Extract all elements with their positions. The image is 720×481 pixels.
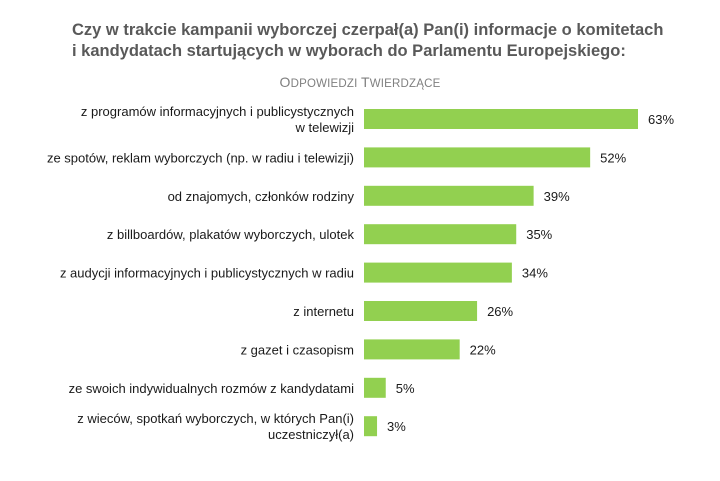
bar bbox=[364, 109, 638, 129]
chart-subtitle: ODPOWIEDZI TWIERDZĄCE bbox=[279, 74, 441, 90]
category-label: z audycji informacyjnych i publicystyczn… bbox=[60, 266, 354, 281]
category-label: uczestniczył(a) bbox=[268, 427, 354, 442]
data-label: 39% bbox=[544, 189, 570, 204]
data-label: 52% bbox=[600, 150, 626, 165]
bar bbox=[364, 262, 512, 283]
data-label: 34% bbox=[522, 266, 548, 281]
category-label: w telewizji bbox=[294, 120, 354, 135]
category-label: ze spotów, reklam wyborczych (np. w radi… bbox=[47, 150, 354, 165]
bar bbox=[364, 339, 460, 360]
bar bbox=[364, 224, 517, 245]
chart-title-line: i kandydatach startujących w wyborach do… bbox=[72, 42, 626, 60]
data-label: 5% bbox=[396, 381, 415, 396]
category-label: ze swoich indywidualnych rozmów z kandyd… bbox=[69, 381, 355, 396]
bar bbox=[364, 377, 386, 398]
data-label: 63% bbox=[648, 112, 674, 127]
category-label: z wieców, spotkań wyborczych, w których … bbox=[77, 411, 354, 426]
category-label: od znajomych, członków rodziny bbox=[168, 189, 355, 204]
data-label: 26% bbox=[487, 304, 513, 319]
bar bbox=[364, 416, 378, 437]
data-label: 22% bbox=[470, 342, 496, 357]
category-label: z internetu bbox=[293, 304, 354, 319]
data-label: 35% bbox=[526, 227, 552, 242]
bar bbox=[364, 147, 591, 168]
data-label: 3% bbox=[387, 419, 406, 434]
category-label: z gazet i czasopism bbox=[241, 342, 354, 357]
bar bbox=[364, 301, 478, 321]
bar bbox=[364, 185, 534, 206]
chart-title-line: Czy w trakcie kampanii wyborczej czerpał… bbox=[72, 21, 664, 39]
category-label: z programów informacyjnych i publicystyc… bbox=[81, 104, 354, 119]
chart-title: Czy w trakcie kampanii wyborczej czerpał… bbox=[72, 20, 692, 62]
category-label: z billboardów, plakatów wyborczych, ulot… bbox=[107, 227, 355, 242]
